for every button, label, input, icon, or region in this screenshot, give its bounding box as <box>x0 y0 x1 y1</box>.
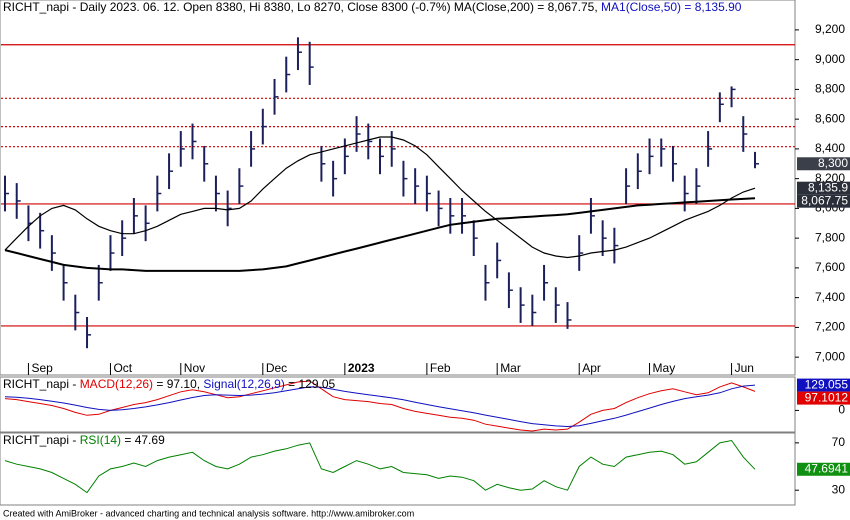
series-line <box>4 380 756 432</box>
panel-title: RICHT_napi - Daily 2023. 06. 12. Open 83… <box>3 0 742 14</box>
value-box-label: 97.1012 <box>805 390 849 404</box>
x-tick-label: Jun <box>735 361 754 375</box>
series-line <box>4 136 756 259</box>
series-line <box>4 197 756 272</box>
panel-title: RICHT_napi - MACD(12,26) = 97.10, Signal… <box>3 377 336 391</box>
value-box <box>797 378 850 392</box>
title-part: = 97.10, <box>153 377 203 391</box>
value-box-label: 8,135.9 <box>808 180 848 194</box>
panel-title: RICHT_napi - RSI(14) = 47.69 <box>3 433 165 447</box>
title-part: Signal(12,26,9) <box>203 377 284 391</box>
x-tick-label: Sep <box>31 361 53 375</box>
y-tick-label: 8,400 <box>815 141 845 155</box>
x-tick-label: 2023 <box>348 361 375 375</box>
value-box-label: 8,300 <box>818 156 848 170</box>
value-box-label: 47.6941 <box>805 461 849 475</box>
value-box <box>797 181 850 195</box>
y-tick-label: 8,600 <box>815 111 845 125</box>
value-box <box>797 462 850 476</box>
value-box <box>797 391 850 405</box>
footer: Created with AmiBroker - advanced charti… <box>3 508 414 518</box>
title-part: RICHT_napi - <box>3 377 80 391</box>
title-part: RICHT_napi - <box>3 433 80 447</box>
x-tick-label: Mar <box>500 361 521 375</box>
x-tick-label: Apr <box>582 361 601 375</box>
y-tick-label: 9,000 <box>815 52 845 66</box>
title-part: MACD(12,26) <box>80 377 153 391</box>
title-part: RSI(14) <box>80 433 121 447</box>
value-box-label: 8,067.75 <box>801 193 848 207</box>
y-tick-label: 9,200 <box>815 22 845 36</box>
series-line <box>4 439 756 494</box>
y-tick-label: 0 <box>838 403 845 417</box>
x-tick-label: Dec <box>266 361 287 375</box>
value-box-label: 129.055 <box>805 377 849 391</box>
x-tick-label: Feb <box>430 361 451 375</box>
title-part: RICHT_napi - Daily 2023. 06. 12. Open 83… <box>3 0 601 14</box>
y-tick-label: 7,600 <box>815 260 845 274</box>
title-part: MA1(Close,50) = 8,135.90 <box>601 0 742 14</box>
title-part: = 47.69 <box>121 433 165 447</box>
y-tick-label: 70 <box>832 435 846 449</box>
x-tick-label: Oct <box>113 361 132 375</box>
x-tick-label: May <box>653 361 676 375</box>
series-line <box>4 384 756 428</box>
y-tick-label: 8,200 <box>815 171 845 185</box>
title-part: = 129.05 <box>285 377 336 391</box>
value-box <box>797 194 850 208</box>
value-box <box>797 157 850 171</box>
y-tick-label: 7,200 <box>815 320 845 334</box>
y-tick-label: 30 <box>832 482 846 496</box>
y-tick-label: 7,800 <box>815 230 845 244</box>
y-tick-label: 7,000 <box>815 349 845 363</box>
y-tick-label: 8,800 <box>815 82 845 96</box>
y-tick-label: 7,400 <box>815 290 845 304</box>
x-tick-label: Nov <box>184 361 205 375</box>
